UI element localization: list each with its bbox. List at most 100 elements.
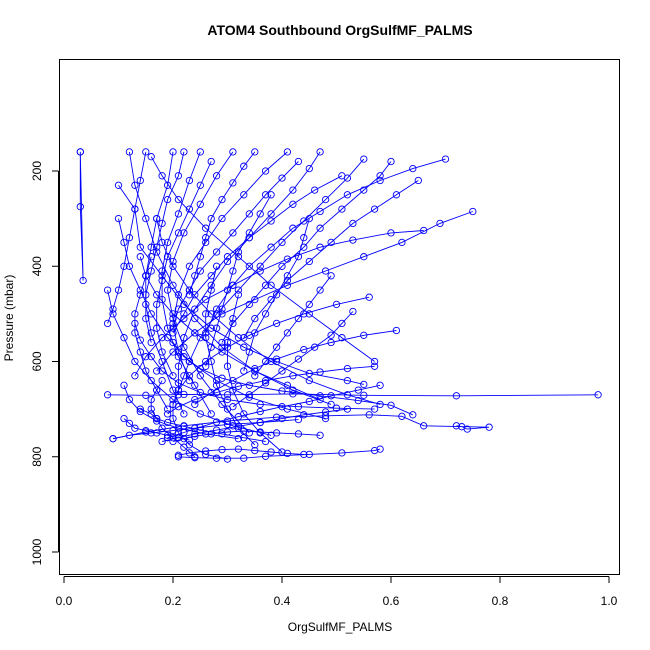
series-line [128, 151, 332, 405]
series-line [107, 393, 599, 397]
data-point [261, 167, 270, 175]
data-point [305, 164, 313, 173]
series-2 [174, 445, 384, 462]
series-line [205, 194, 272, 367]
data-point [185, 436, 194, 444]
data-point [103, 391, 112, 399]
data-point [180, 372, 188, 380]
series-45 [169, 157, 303, 332]
data-point [229, 314, 237, 323]
data-point [223, 395, 232, 404]
data-point [142, 353, 150, 361]
data-point [283, 381, 292, 389]
x-axis-label: OrgSulfMF_PALMS [288, 620, 392, 634]
data-point [147, 353, 155, 361]
series-41 [223, 291, 286, 456]
data-point [202, 234, 210, 242]
data-point [180, 343, 188, 351]
data-point [398, 238, 406, 247]
data-point [251, 295, 259, 304]
data-point [229, 281, 237, 289]
data-point [305, 376, 313, 385]
data-point [452, 422, 461, 430]
data-point [142, 426, 150, 435]
data-point [180, 229, 188, 237]
data-point [158, 172, 166, 180]
data-point [218, 305, 226, 313]
data-point [294, 403, 303, 411]
series-line [172, 361, 228, 460]
data-point [327, 331, 335, 339]
data-point [191, 432, 199, 440]
series-6 [114, 181, 368, 389]
data-point [283, 281, 292, 289]
data-point [131, 424, 139, 432]
data-point [338, 172, 346, 180]
series-line [188, 158, 365, 362]
data-point [321, 195, 330, 204]
data-point [305, 257, 313, 266]
data-point [272, 413, 281, 421]
series-line [156, 161, 212, 376]
data-point [420, 226, 428, 235]
data-point [294, 253, 303, 261]
data-point [321, 412, 330, 420]
data-point [370, 357, 379, 366]
series-25 [169, 293, 373, 409]
data-point [131, 372, 139, 380]
data-point [261, 437, 270, 446]
data-point [370, 446, 379, 455]
data-point [125, 431, 134, 439]
data-point [174, 291, 183, 299]
data-point [376, 381, 384, 389]
data-point [256, 418, 264, 427]
data-point [180, 435, 188, 443]
data-point [185, 262, 194, 270]
data-point [153, 367, 161, 375]
data-point [223, 362, 232, 370]
data-point [360, 331, 368, 339]
data-point [191, 453, 199, 461]
data-point [360, 391, 368, 399]
series-line [161, 151, 212, 415]
data-point [212, 305, 221, 313]
data-point [343, 191, 352, 199]
data-point [169, 329, 177, 337]
data-point [338, 334, 346, 342]
x-tick-label: 1.0 [601, 594, 618, 608]
data-point [142, 148, 150, 156]
data-point [463, 425, 471, 433]
data-point [147, 395, 155, 404]
data-point [136, 348, 144, 356]
data-point [300, 345, 308, 354]
data-point [158, 424, 166, 432]
series-line [123, 385, 239, 440]
data-point [185, 449, 194, 457]
data-point [300, 411, 308, 419]
data-point [191, 305, 199, 313]
series-line [112, 414, 490, 440]
data-point [278, 262, 286, 270]
data-point [218, 348, 226, 356]
data-point [240, 434, 248, 442]
data-point [169, 386, 177, 394]
data-point [76, 203, 84, 211]
data-point [387, 157, 395, 166]
data-point [212, 454, 221, 462]
data-point [365, 293, 373, 301]
data-point [125, 148, 134, 156]
data-point [316, 207, 324, 216]
data-point [142, 272, 150, 280]
series-47 [131, 319, 379, 413]
data-point [251, 329, 259, 337]
data-point [294, 157, 303, 166]
data-point [278, 174, 286, 182]
data-point [120, 414, 128, 423]
data-point [207, 310, 215, 318]
data-point [300, 310, 308, 318]
series-18 [240, 176, 422, 342]
series-line [172, 430, 321, 442]
data-point [196, 372, 204, 380]
data-point [223, 286, 232, 294]
data-point [103, 319, 112, 328]
